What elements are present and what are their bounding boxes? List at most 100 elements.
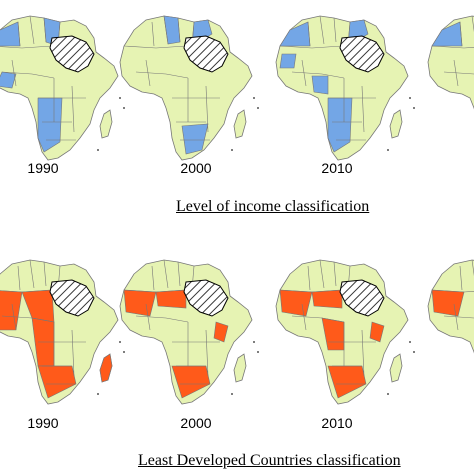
country-border [155, 289, 187, 293]
country-border [21, 45, 53, 49]
country-border [145, 59, 151, 87]
country-border [29, 15, 35, 45]
country-border [291, 71, 323, 75]
country-border [11, 303, 17, 331]
island-dot [231, 393, 233, 395]
country-border [163, 15, 169, 45]
country-border [151, 21, 155, 47]
income-maps-svg [0, 15, 474, 161]
country-border [11, 59, 17, 87]
ldc-map-2010 [275, 259, 415, 405]
country-border [471, 15, 474, 33]
island-dot [257, 107, 259, 109]
hatched-region [339, 35, 385, 73]
ldc-year-label-2000: 2000 [180, 415, 212, 431]
income-maps-row [0, 0, 474, 170]
country-border [205, 329, 209, 377]
island-dot [97, 149, 99, 151]
madagascar [389, 353, 403, 383]
country-border [321, 317, 345, 323]
highlighted-region [0, 71, 17, 89]
country-border [333, 17, 337, 43]
country-border [151, 265, 155, 291]
country-border [165, 73, 189, 79]
ldc-map-1990 [0, 259, 125, 405]
island-dot [387, 393, 389, 395]
island-dot [119, 97, 121, 99]
country-border [31, 73, 55, 79]
island-dot [413, 351, 415, 353]
income-map-2010 [275, 15, 415, 161]
income-year-label-2010: 2010 [321, 160, 353, 176]
madagascar [99, 109, 113, 139]
hatched-region [183, 35, 229, 73]
country-border [135, 315, 167, 319]
country-border [145, 303, 151, 331]
island-dot [409, 341, 411, 343]
highlighted-region [279, 289, 313, 317]
hatched-region [339, 279, 385, 317]
country-border [311, 289, 343, 293]
island-dot [97, 393, 99, 395]
country-border [1, 71, 33, 75]
country-border [0, 290, 23, 293]
country-border [463, 47, 474, 49]
country-border [31, 317, 55, 323]
ldc-map-partial [427, 259, 474, 354]
country-border [431, 289, 465, 293]
country-border [205, 85, 209, 133]
country-border [319, 15, 325, 45]
country-border [361, 329, 365, 377]
highlighted-region [0, 21, 21, 47]
highlighted-region [279, 53, 297, 69]
island-dot [413, 107, 415, 109]
country-border [135, 71, 167, 75]
island-dot [123, 107, 125, 109]
country-border [155, 45, 187, 49]
island-dot [257, 351, 259, 353]
country-border [177, 17, 181, 43]
country-border [453, 303, 459, 331]
country-border [459, 21, 463, 47]
country-border [71, 329, 75, 377]
island-dot [231, 149, 233, 151]
country-border [163, 259, 169, 289]
country-border [71, 85, 75, 133]
country-border [165, 317, 189, 323]
country-border [17, 265, 21, 291]
ldc-maps-row [0, 244, 474, 414]
highlighted-region [123, 289, 157, 317]
madagascar [389, 109, 403, 139]
income-map-1990 [0, 15, 125, 161]
country-border [43, 17, 47, 43]
country-border [443, 315, 474, 319]
island-dot [253, 97, 255, 99]
africa-outline [427, 259, 474, 354]
ldc-year-label-2010: 2010 [321, 415, 353, 431]
highlighted-region [369, 321, 385, 343]
country-border [0, 46, 23, 49]
island-dot [253, 341, 255, 343]
country-border [17, 21, 21, 47]
country-border [333, 261, 337, 287]
country-border [471, 259, 474, 277]
island-dot [119, 341, 121, 343]
country-border [123, 289, 157, 293]
island-dot [387, 149, 389, 151]
madagascar [233, 353, 247, 383]
country-border [443, 71, 474, 75]
country-border [177, 261, 181, 287]
country-border [459, 265, 463, 291]
highlighted-region [181, 123, 209, 155]
income-caption: Level of income classification [176, 198, 370, 215]
ldc-maps-svg [0, 259, 474, 405]
hatched-region [49, 35, 95, 73]
country-border [301, 303, 307, 331]
country-border [301, 59, 307, 87]
country-border [279, 289, 313, 293]
country-border [29, 259, 35, 289]
country-border [361, 85, 365, 133]
country-border [453, 59, 459, 87]
island-dot [409, 97, 411, 99]
income-map-partial [427, 15, 474, 110]
